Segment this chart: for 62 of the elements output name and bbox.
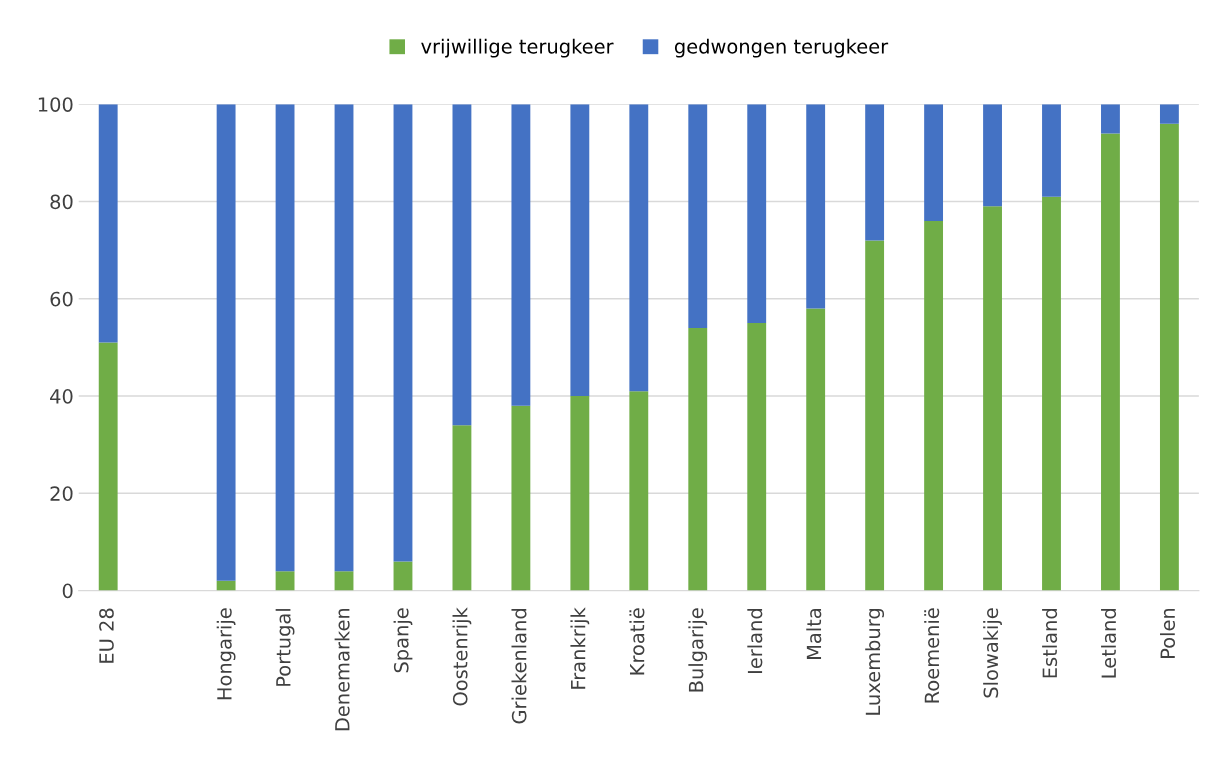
x-tick-label: Malta [806,609,822,659]
bar [924,220,944,591]
x-tick-label: EU 28 [99,608,114,663]
bar [924,104,944,221]
bar [570,396,590,591]
bar [1042,196,1061,591]
bar [983,104,1002,207]
bar [452,104,472,426]
bar [216,580,236,591]
y-tick-label: 80 [50,194,73,210]
bar [688,104,708,328]
x-tick-label: Roemenië [924,608,940,703]
bar [511,405,531,591]
bar [275,571,295,591]
bar [747,323,767,591]
bar [747,104,767,324]
x-tick-label: Frankrijk [570,607,590,689]
y-tick-label: 0 [62,583,73,599]
bar [806,104,826,309]
x-tick-label: Portugal [275,609,295,686]
legend-label: vrijwillige terugkeer [421,38,614,58]
bar [275,104,295,572]
bar [98,104,118,343]
x-tick-label: Slowakije [983,608,1002,698]
x-tick-label: Spanje [393,608,413,673]
x-tick-label: Denemarken [334,608,350,731]
bar [1101,104,1120,134]
bar [393,104,413,562]
bar [1159,104,1179,124]
bar [570,104,590,397]
bar [511,104,531,406]
bar [1101,133,1120,591]
x-tick-label: Ierland [747,609,763,674]
x-tick-label: Luxemburg [865,609,885,715]
x-tick-label: Hongarije [216,608,236,700]
x-tick-label: Griekenland [511,609,527,724]
bar [629,104,649,392]
bar [334,571,354,591]
bar [98,342,118,591]
y-tick-label: 40 [50,388,73,404]
y-tick-label: 60 [50,291,73,307]
bar [334,104,354,572]
bar [393,561,413,591]
bar [806,308,826,591]
bar [983,206,1002,591]
bar [452,425,472,591]
x-tick-label: Kroatië [629,608,645,675]
x-tick-label: Estland [1042,609,1058,678]
y-tick-label: 20 [50,486,73,501]
x-tick-label: Bulgarije [688,608,708,692]
bar [216,104,236,581]
x-tick-label: Polen [1160,608,1176,658]
bar [865,240,885,591]
bar [1042,104,1061,197]
bar [629,391,649,591]
bar [865,104,885,241]
bar [688,327,708,591]
legend-label: gedwongen terugkeer [674,38,889,58]
y-tick-label: 100 [38,97,73,112]
x-tick-label: Letland [1101,609,1117,678]
x-tick-label: Oostenrijk [452,607,472,706]
bar [1159,123,1179,591]
